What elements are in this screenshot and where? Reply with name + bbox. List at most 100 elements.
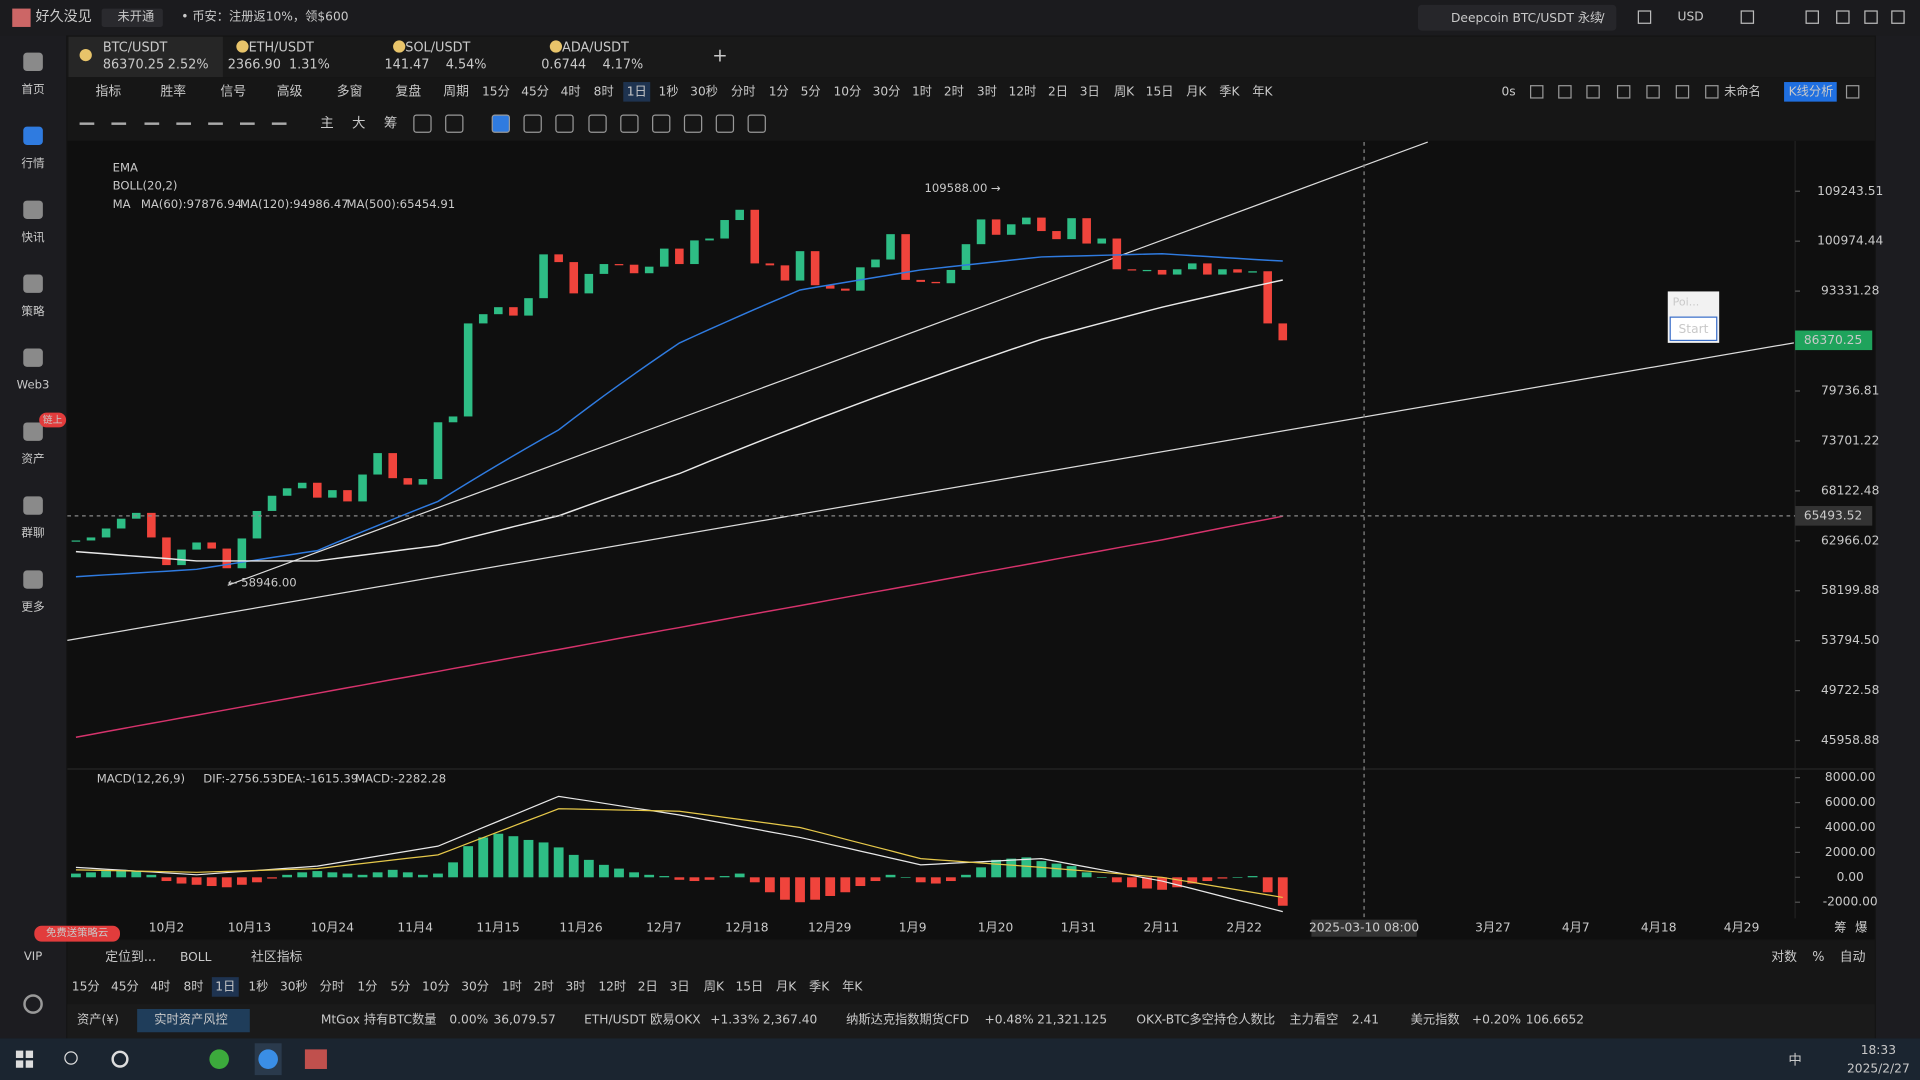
tab-symbol[interactable]: BTC/USDT [103, 40, 168, 55]
period-button[interactable]: 30秒 [690, 84, 718, 98]
period-button[interactable]: 2日 [638, 979, 658, 993]
window-icon[interactable] [1805, 10, 1819, 24]
period-button[interactable]: 1分 [769, 84, 789, 98]
draw-tool[interactable] [523, 114, 542, 133]
period-button[interactable]: 4时 [150, 979, 170, 993]
period-button[interactable]: 30分 [461, 979, 489, 993]
period-button[interactable]: 季K [1219, 84, 1240, 98]
period-button[interactable]: 月K [1186, 84, 1207, 98]
period-button[interactable]: 1日 [215, 979, 235, 993]
period-button[interactable]: 3时 [977, 84, 997, 98]
period-button[interactable]: 月K [776, 979, 797, 993]
percent-toggle[interactable]: % [1812, 950, 1824, 965]
ticker-name[interactable]: MtGox 持有BTC数量 [321, 1012, 437, 1027]
toolbar-menu[interactable]: 复盘 [396, 83, 422, 99]
sidebar-icon[interactable] [23, 348, 43, 367]
period-button[interactable]: 4时 [561, 84, 581, 98]
auto-toggle[interactable]: 自动 [1840, 950, 1866, 965]
sidebar-label[interactable]: 群聊 [21, 526, 44, 540]
toolbar-menu[interactable]: 多窗 [337, 83, 363, 99]
draw-tool[interactable] [620, 114, 639, 133]
period-button[interactable]: 季K [809, 979, 830, 993]
period-button[interactable]: 30分 [873, 84, 901, 98]
period-button[interactable]: 1分 [357, 979, 377, 993]
draw-tool[interactable] [747, 114, 766, 133]
sidebar-icon[interactable] [23, 274, 43, 293]
tab-symbol[interactable]: SOL/USDT [405, 40, 470, 55]
draw-tool[interactable] [588, 114, 607, 133]
toolbar-menu[interactable]: 指标 [96, 84, 122, 99]
sidebar-label[interactable]: 快讯 [21, 230, 45, 244]
period-button[interactable]: 1秒 [659, 84, 679, 98]
ticker-name[interactable]: 美元指数 [1411, 1012, 1460, 1027]
period-button[interactable]: 8时 [594, 84, 614, 98]
sidebar-icon[interactable] [23, 570, 43, 589]
window-icon[interactable] [1740, 10, 1755, 24]
draw-tool[interactable] [445, 114, 464, 133]
toolbar-menu[interactable]: 高级 [277, 83, 303, 99]
period-button[interactable]: 15日 [1146, 84, 1174, 98]
tool-icon[interactable] [1558, 85, 1572, 99]
period-button[interactable]: 2时 [944, 84, 964, 98]
period-button[interactable]: 30秒 [280, 979, 308, 993]
analysis-label[interactable]: K线分析 [1789, 84, 1834, 98]
draw-tool-label[interactable]: 筹 [384, 115, 397, 132]
sidebar-label[interactable]: 首页 [21, 82, 44, 96]
tool-icon[interactable] [1705, 85, 1719, 99]
period-button[interactable]: 1秒 [248, 979, 268, 993]
sidebar-label[interactable]: 策略 [21, 304, 45, 318]
toolbar-menu[interactable]: 胜率 [160, 83, 186, 99]
period-button[interactable]: 年K [1252, 84, 1273, 98]
toolbar-menu[interactable]: 周期 [443, 84, 469, 99]
period-button[interactable]: 1时 [912, 84, 932, 98]
settings-icon[interactable] [23, 994, 43, 1014]
draw-tool[interactable] [652, 114, 671, 133]
sidebar-label[interactable]: Web3 [17, 378, 50, 392]
window-icon[interactable] [1891, 10, 1905, 24]
period-button[interactable]: 12时 [598, 979, 626, 993]
tool-icon[interactable] [1675, 85, 1690, 99]
period-button[interactable]: 2日 [1048, 84, 1068, 98]
start-label[interactable]: Start [1679, 322, 1709, 336]
period-button[interactable]: 8时 [183, 979, 203, 993]
period-button[interactable]: 15分 [72, 979, 100, 993]
draw-tool-label[interactable]: 大 [352, 116, 365, 132]
analysis-button[interactable] [1784, 82, 1837, 102]
tab-symbol[interactable]: ADA/USDT [562, 40, 629, 55]
period-button[interactable]: 12时 [1009, 84, 1037, 98]
period-button[interactable]: 分时 [731, 84, 755, 98]
period-button[interactable]: 10分 [422, 979, 450, 993]
layout-name[interactable]: 未命名 [1724, 83, 1761, 98]
draw-tool-label[interactable]: 主 [320, 116, 333, 132]
risk-label[interactable]: 实时资产风控 [154, 1012, 227, 1027]
sidebar-label[interactable]: 资产 [21, 452, 44, 466]
vip-label[interactable]: VIP [24, 949, 42, 963]
period-button[interactable]: 2时 [534, 979, 554, 993]
start-button[interactable] [1669, 316, 1718, 342]
add-tab[interactable]: + [712, 45, 727, 66]
sidebar-icon[interactable] [23, 52, 43, 72]
toolbar-menu[interactable]: 信号 [220, 84, 246, 99]
locate[interactable]: 定位到... [105, 950, 156, 965]
ticker-name[interactable]: ETH/USDT 欧易OKX [584, 1013, 701, 1027]
tool-icon[interactable] [1616, 85, 1631, 99]
period-button[interactable]: 1日 [627, 84, 647, 98]
draw-tool[interactable] [491, 114, 510, 133]
sidebar-icon[interactable] [23, 200, 43, 219]
sidebar-label[interactable]: 行情 [21, 156, 45, 170]
boll-tab[interactable]: BOLL [180, 950, 212, 964]
period-button[interactable]: 45分 [111, 979, 139, 993]
draw-tool[interactable] [715, 114, 735, 133]
period-button[interactable]: 周K [1114, 84, 1135, 98]
period-button[interactable]: 1时 [502, 979, 522, 993]
period-button[interactable]: 45分 [521, 84, 549, 98]
tool-icon[interactable] [1586, 85, 1600, 99]
currency-select[interactable]: USD [1678, 10, 1704, 24]
period-button[interactable]: 15日 [735, 979, 763, 993]
sidebar-icon[interactable] [23, 126, 43, 145]
period-button[interactable]: 5分 [801, 84, 821, 98]
period-button[interactable]: 5分 [390, 979, 410, 993]
period-button[interactable]: 年K [842, 979, 863, 993]
search-box[interactable] [1417, 4, 1617, 31]
sidebar-icon[interactable] [23, 422, 43, 441]
